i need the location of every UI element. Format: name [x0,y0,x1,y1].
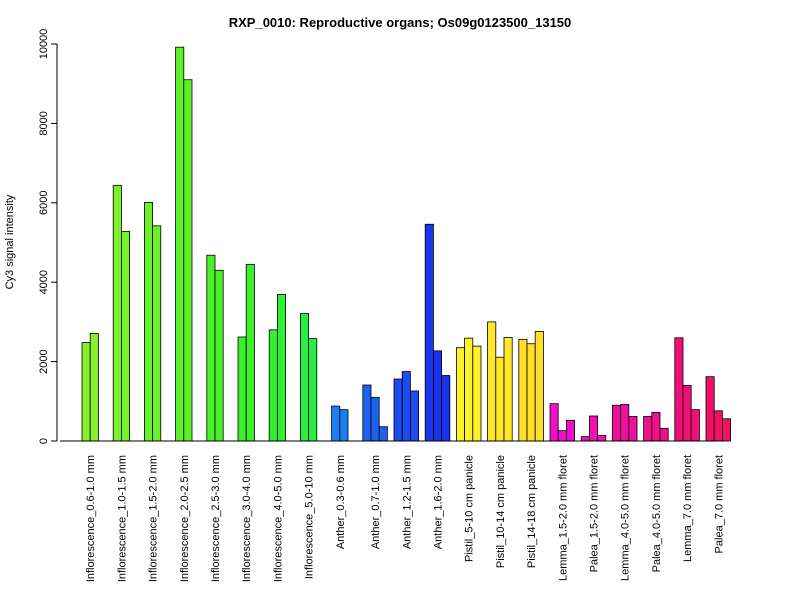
bar [455,347,465,442]
x-category-label: Anther_1.6-2.0 mm [433,455,445,549]
bar [339,409,349,442]
bar [503,336,513,442]
bar [722,418,732,442]
bar [112,184,122,442]
bar [589,415,599,442]
bar [612,404,622,442]
x-category-label: Palea_7.0 mm floret [713,455,725,553]
bar [121,230,131,442]
bar [175,46,185,442]
bar [580,436,590,442]
x-category-label: Inflorescence_1.5-2.0 mm [148,455,160,582]
bar [651,412,661,442]
bar [214,269,224,442]
bar [628,415,638,442]
x-category-label: Inflorescence_5.0-10 mm [304,455,316,579]
bar [464,337,474,442]
bar [370,396,380,442]
bar [566,419,576,442]
bar [705,376,715,442]
x-category-label: Inflorescence_0.6-1.0 mm [85,455,97,582]
bar [81,342,91,442]
bar [393,378,403,442]
y-axis: 0 2000 4000 6000 8000 10000 [38,29,58,444]
bar [401,371,411,442]
bar [682,385,692,442]
bar [674,337,684,442]
bar [472,345,482,442]
bar [495,356,505,442]
bar [659,427,669,442]
y-tick-label: 2000 [38,349,50,373]
x-category-label: Pistil_14-18 cm panicle [526,455,538,568]
bar [432,350,442,442]
y-tick-label: 4000 [38,270,50,294]
bar [557,430,567,442]
bar [308,338,318,442]
x-category-label: Inflorescence_4.0-5.0 mm [272,455,284,582]
bar [518,338,528,442]
bar [549,403,559,442]
bar [441,375,451,442]
bar [424,223,434,442]
y-tick-label: 10000 [38,29,50,60]
x-category-label: Palea_1.5-2.0 mm floret [589,455,601,572]
bar [534,331,544,442]
x-category-label: Pistil_10-14 cm panicle [495,455,507,568]
bar [299,313,309,442]
x-category-label: Lemma_4.0-5.0 mm floret [620,455,632,581]
bar [237,336,247,442]
bar [362,384,372,442]
x-category-label: Anther_0.7-1.0 mm [370,455,382,549]
chart-title: RXP_0010: Reproductive organs; Os09g0123… [229,15,572,30]
bar [713,410,723,442]
y-tick-label: 6000 [38,191,50,215]
bar [690,409,700,442]
bar [331,405,341,442]
bar [245,263,255,442]
x-category-label: Anther_0.3-0.6 mm [335,455,347,549]
bar [526,343,536,442]
x-category-label: Inflorescence_2.0-2.5 mm [179,455,191,582]
x-category-label: Inflorescence_1.0-1.5 mm [116,455,128,582]
y-tick-label: 0 [38,438,50,444]
x-category-label: Inflorescence_2.5-3.0 mm [210,455,222,582]
bar [183,79,193,442]
y-tick-label: 8000 [38,111,50,135]
x-category-label: Lemma_1.5-2.0 mm floret [557,455,569,581]
bar [378,426,388,442]
x-category-label: Inflorescence_3.0-4.0 mm [241,455,253,582]
bars-layer [81,46,732,442]
bar [89,333,99,442]
bar [268,329,278,442]
x-category-label: Pistil_5-10 cm panicle [464,455,476,562]
bar [620,404,630,442]
y-axis-label: Cy3 signal intensity [4,194,16,289]
bar [143,202,153,442]
x-axis: Inflorescence_0.6-1.0 mm Inflorescence_1.… [60,440,725,582]
x-category-label: Palea_4.0-5.0 mm floret [651,455,663,572]
x-category-label: Anther_1.2-1.5 mm [401,455,413,549]
bar [409,390,419,442]
bar [643,415,653,442]
bar [487,321,497,442]
bar [152,225,162,442]
bar [276,294,286,442]
bar [206,254,216,442]
bar [597,435,607,442]
x-category-label: Lemma_7.0 mm floret [682,455,694,562]
